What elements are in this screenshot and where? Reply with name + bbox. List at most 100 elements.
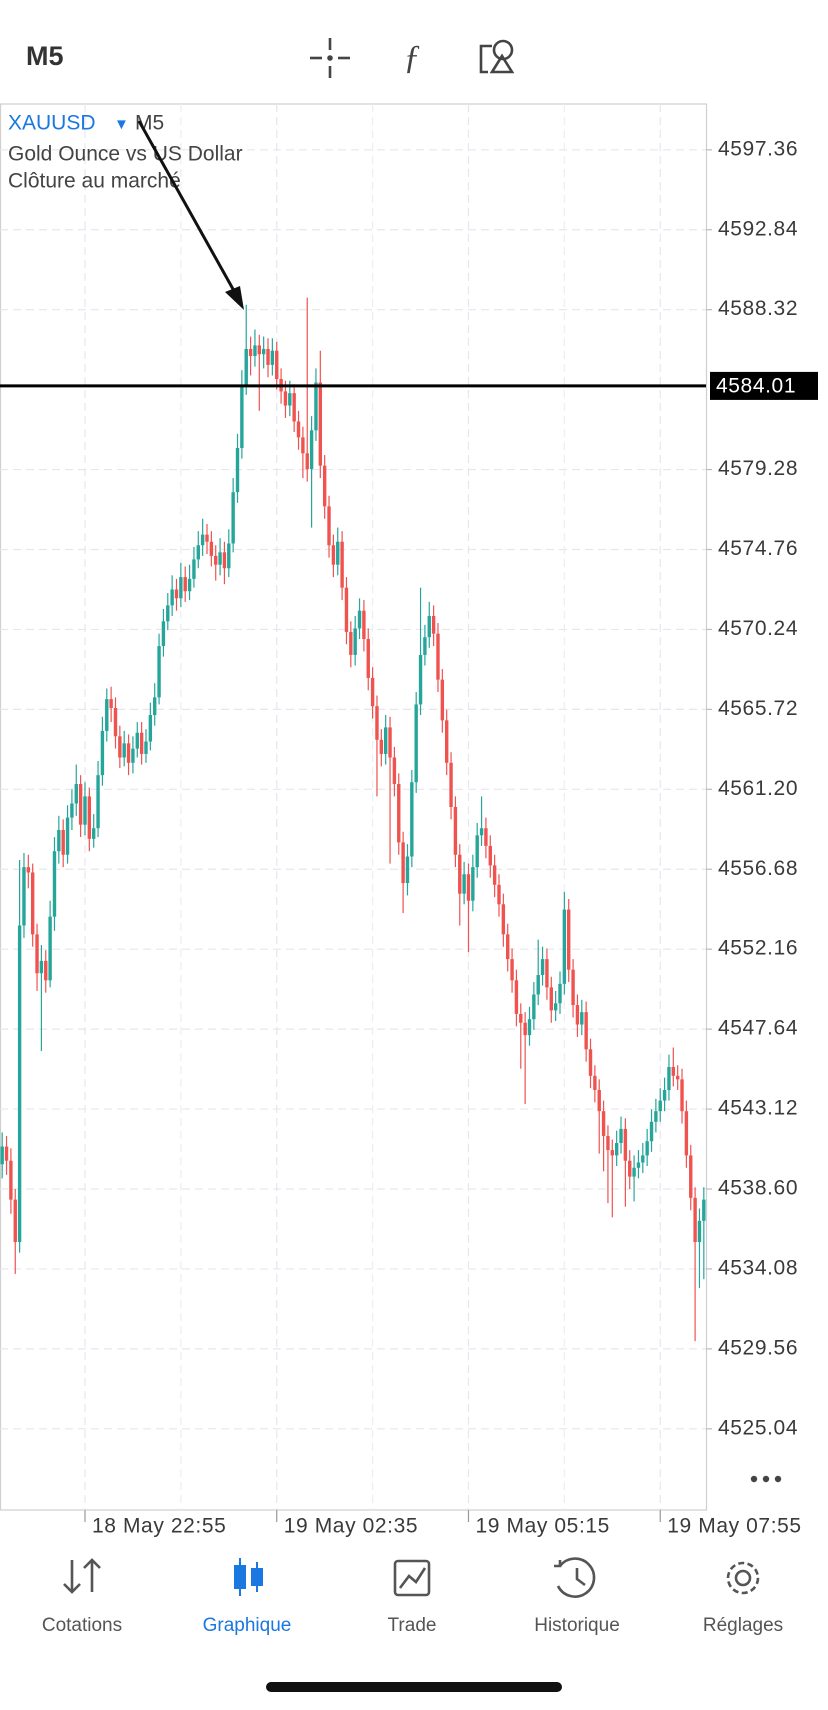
candle-body [231, 492, 235, 544]
crosshair-icon[interactable] [310, 38, 350, 78]
candle-body [118, 736, 122, 758]
y-tick-label: 4538.60 [718, 1177, 798, 1200]
indicators-icon[interactable]: ƒ [404, 39, 421, 76]
candle-body [392, 757, 397, 785]
more-button[interactable] [750, 1475, 782, 1483]
candle-body [4, 1146, 9, 1161]
timeframe-button[interactable]: M5 [26, 41, 64, 71]
candle-body [340, 541, 344, 588]
candle-body [423, 637, 427, 655]
tab-label[interactable]: Trade [388, 1615, 437, 1636]
tab-label[interactable]: Graphique [203, 1615, 292, 1636]
candle-body [462, 874, 466, 894]
candle-body [200, 534, 205, 546]
candle-body [227, 543, 231, 569]
candle-body [654, 1111, 658, 1122]
candle-body [632, 1167, 636, 1177]
candle-body [153, 697, 157, 716]
candle-body [357, 610, 362, 629]
candle-body [532, 994, 536, 1020]
candle-body [619, 1128, 623, 1144]
candle-body [449, 762, 453, 807]
axis: 4597.36 4592.84 4588.32 4579.28 4574.76 4570.… [0, 137, 818, 1538]
objects-icon[interactable] [479, 39, 515, 74]
y-tick-label: 4592.84 [718, 217, 798, 240]
candle-body [174, 589, 179, 599]
candle-body [693, 1197, 697, 1243]
symbol-label[interactable]: XAUUSD [8, 112, 96, 135]
candle-body [74, 784, 78, 804]
candle-body [283, 391, 288, 406]
candle-body [266, 348, 270, 365]
reglages-icon[interactable] [726, 1561, 760, 1595]
candle-body [87, 796, 92, 839]
candle-body [131, 748, 135, 763]
candle-body [257, 345, 262, 355]
candle-body [166, 605, 170, 622]
historique-icon[interactable] [554, 1557, 596, 1598]
candle-body [318, 382, 323, 466]
candle-body [205, 534, 209, 542]
candle-body [44, 960, 48, 981]
y-tick-label: 4525.04 [718, 1416, 798, 1439]
candle-body [105, 699, 109, 731]
candle-body [580, 1012, 584, 1025]
candle-body [375, 706, 379, 740]
trade-icon[interactable] [393, 1559, 431, 1597]
candle-body [122, 743, 126, 758]
graphique-icon[interactable] [234, 1558, 263, 1596]
tab-label[interactable]: Réglages [703, 1615, 783, 1636]
candle-body [401, 842, 405, 884]
candle-body [9, 1160, 13, 1200]
y-tick-label: 4597.36 [718, 137, 798, 160]
x-tick-label: 19 May 02:35 [284, 1515, 418, 1538]
candle-body [492, 865, 497, 885]
candle-body [100, 730, 105, 776]
candle-body [610, 1150, 614, 1156]
chart-frame [0, 103, 708, 1511]
candle-body [248, 348, 253, 357]
candle-body [675, 1075, 680, 1080]
candle-body [623, 1128, 628, 1161]
candle-body [26, 867, 31, 873]
candle-body [179, 577, 183, 599]
candle-body [667, 1066, 671, 1090]
y-tick-label: 4556.68 [718, 857, 798, 880]
candle-body [614, 1143, 619, 1156]
candle-body [183, 577, 187, 592]
candle-body [601, 1111, 606, 1136]
candle-body [466, 874, 471, 901]
candle-body [588, 1049, 593, 1076]
candle-body [523, 1022, 527, 1036]
candle-body [331, 545, 336, 565]
candle-body [506, 934, 510, 960]
candle-body [170, 589, 174, 606]
candle-body [301, 437, 305, 454]
candle-body [388, 727, 392, 758]
y-tick-label: 4534.08 [718, 1256, 798, 1279]
candle-body [540, 959, 545, 976]
price-label: 4584.01 [716, 374, 796, 397]
tab-label[interactable]: Cotations [42, 1615, 122, 1636]
tab-label[interactable]: Historique [534, 1615, 620, 1636]
candle-body [214, 555, 218, 565]
candle-body [405, 856, 410, 884]
candle-body [658, 1100, 662, 1112]
candle-body [628, 1160, 632, 1177]
candle-body [383, 727, 388, 754]
candle-body [161, 621, 166, 647]
candle-body [253, 345, 257, 357]
candle-body [458, 854, 462, 894]
candle-body [497, 884, 501, 905]
candle-body [414, 704, 418, 783]
cotations-icon[interactable] [63, 1558, 101, 1594]
subtitle: Clôture au marché [8, 170, 181, 193]
symbol-dropdown[interactable]: ▼ [114, 116, 129, 133]
candle-body [379, 739, 384, 754]
candle-body [689, 1155, 693, 1198]
candle-body [636, 1162, 641, 1168]
candle-body [144, 741, 148, 754]
candle-body [479, 828, 484, 836]
